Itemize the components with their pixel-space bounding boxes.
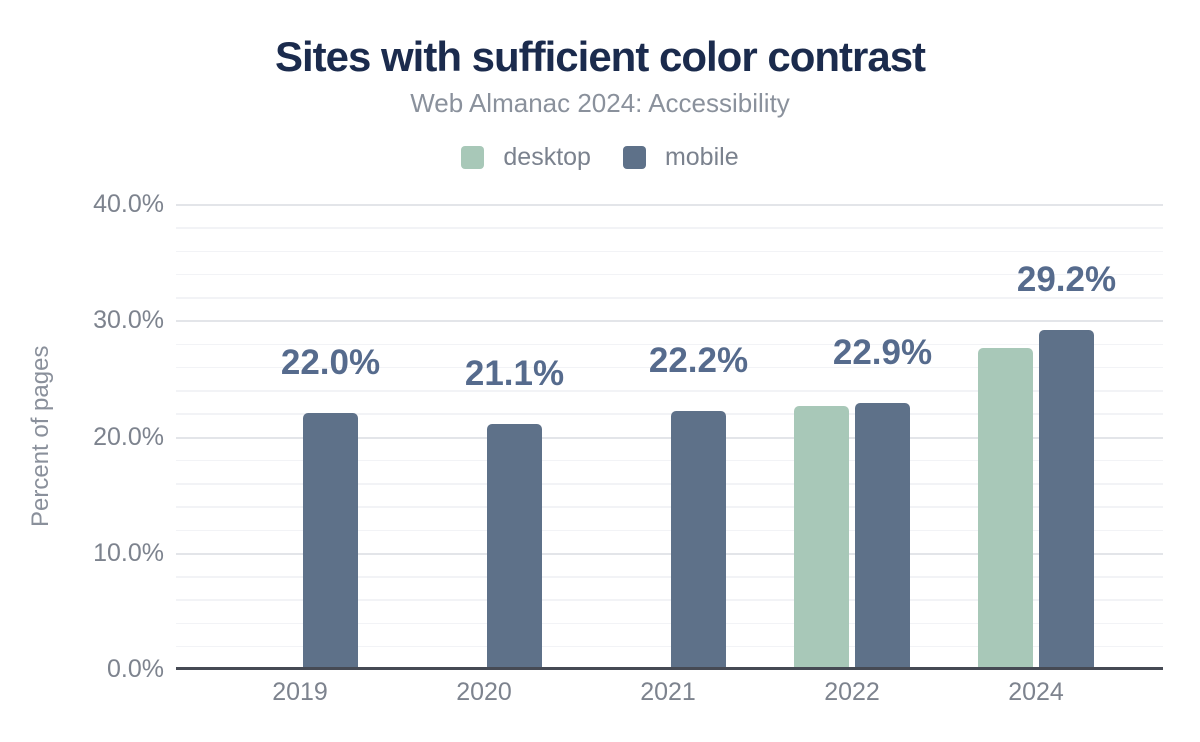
legend-label-desktop: desktop [503, 143, 591, 171]
x-tick-label: 2024 [1008, 678, 1064, 706]
x-axis-line [176, 667, 1163, 670]
y-tick-label: 10.0% [93, 538, 164, 567]
gridline-minor [176, 576, 1163, 578]
legend-item-mobile: mobile [622, 143, 739, 172]
gridline-minor [176, 599, 1163, 601]
y-tick-label: 0.0% [107, 655, 164, 683]
y-tick-label: 40.0% [93, 190, 164, 218]
bar-desktop-2022 [794, 406, 849, 669]
bar-mobile-2022 [855, 402, 910, 669]
mobile-swatch [622, 146, 646, 169]
data-label-2022: 22.9% [832, 332, 933, 372]
gridline-major [176, 436, 1163, 439]
bar-mobile-2021 [671, 410, 726, 669]
bar-mobile-2020 [487, 423, 542, 669]
gridline-minor [176, 343, 1163, 345]
gridline-major [176, 552, 1163, 555]
data-label-2024: 29.2% [1016, 259, 1117, 299]
gridline-minor [176, 483, 1163, 485]
bar-mobile-2019 [303, 413, 358, 669]
legend: desktop mobile [0, 143, 1200, 172]
gridline-minor [176, 390, 1163, 392]
gridline-minor [176, 413, 1163, 415]
chart-subtitle: Web Almanac 2024: Accessibility [410, 88, 790, 118]
x-tick-label: 2021 [640, 678, 696, 706]
gridline-minor [176, 227, 1163, 229]
gridline-minor [176, 250, 1163, 252]
x-tick-label: 2020 [456, 678, 512, 706]
bar-desktop-2024 [978, 348, 1033, 669]
desktop-swatch [461, 146, 485, 169]
chart-title: Sites with sufficient color contrast [274, 33, 926, 80]
x-tick-label: 2022 [824, 678, 880, 706]
legend-item-desktop: desktop [461, 143, 591, 172]
gridline-minor [176, 459, 1163, 462]
plot-area: 22.0% 21.1% 22.2% 22.9% 29.2% [176, 204, 1163, 670]
y-tick-label: 20.0% [93, 422, 164, 451]
bar-mobile-2024 [1039, 329, 1094, 669]
gridline-major [176, 204, 1163, 206]
data-label-2020: 21.1% [464, 353, 565, 393]
gridline-major [176, 320, 1163, 323]
gridline-minor [176, 622, 1163, 624]
x-tick-label: 2019 [272, 678, 328, 706]
gridline-minor [176, 645, 1163, 648]
gridline-minor [176, 529, 1163, 531]
gridline-minor [176, 506, 1163, 508]
gridline-minor [176, 273, 1163, 276]
y-tick-label: 30.0% [93, 306, 164, 335]
gridline-minor [176, 366, 1163, 369]
gridline-minor [176, 297, 1163, 299]
legend-label-mobile: mobile [664, 143, 739, 171]
data-label-2021: 22.2% [648, 340, 749, 380]
data-label-2019: 22.0% [280, 343, 381, 383]
